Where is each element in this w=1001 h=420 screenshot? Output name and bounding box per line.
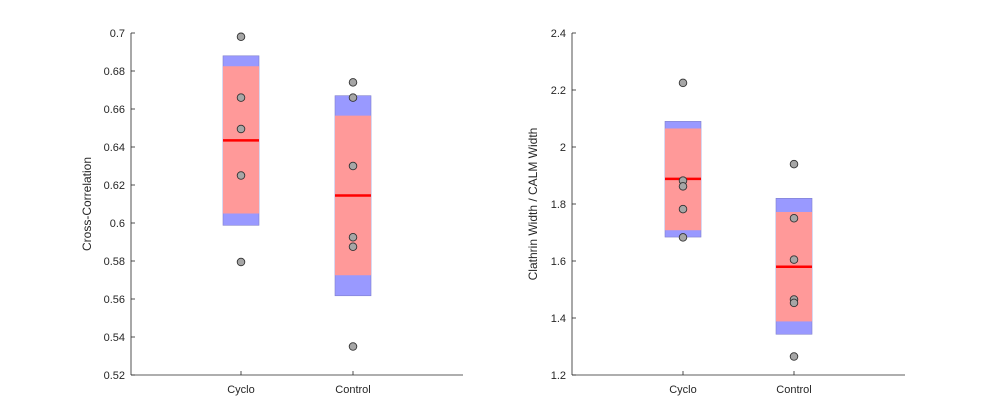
data-point [789,255,799,264]
y-tick-label: 0.66 [104,104,125,116]
y-tick-label: 0.54 [104,332,125,344]
y-tick-label: 0.64 [104,142,125,154]
data-point [678,182,688,191]
y-tick-label: 0.62 [104,180,125,192]
data-point [348,93,358,102]
x-tick-label: Cyclo [669,384,697,396]
y-tick-label: 1.8 [551,199,566,211]
y-tick-label: 2 [560,142,566,154]
left-y-axis-label: Cross-Correlation [80,157,94,251]
y-tick-label: 0.6 [110,218,125,230]
right-plot: Clathrin Width / CALM Width 1.2 1.4 1.6 1.8… [526,28,905,396]
data-point [348,78,358,87]
data-point [789,213,799,223]
data-point [678,233,688,242]
y-tick-label: 0.7 [110,28,125,40]
data-point [348,242,358,251]
data-point [789,298,799,308]
data-point [236,93,246,102]
x-tick-label: Cyclo [227,384,255,396]
box-cyclo [222,32,260,267]
data-point [348,232,358,242]
y-tick-label: 1.6 [551,256,566,268]
data-point [236,32,246,42]
y-tick-label: 0.68 [104,66,125,78]
box-control [775,159,813,361]
data-point [236,171,246,180]
y-tick-label: 1.4 [551,313,566,325]
x-tick-label: Control [335,384,370,396]
y-tick-label: 2.4 [551,28,566,40]
box-cyclo [664,78,702,242]
y-tick-label: 0.56 [104,294,125,306]
data-point [236,257,246,267]
data-point [348,342,358,351]
y-tick-label: 0.58 [104,256,125,268]
data-point [236,124,246,134]
data-point [789,352,799,361]
data-point [678,78,688,88]
y-tick-label: 1.2 [551,370,566,382]
right-y-axis-label: Clathrin Width / CALM Width [526,128,540,281]
y-tick-label: 0.52 [104,370,125,382]
left-plot: Cross-Correlation 0.52 0.54 0.56 0.58 0.6 0.6… [80,28,463,396]
data-point [678,204,688,214]
x-tick-label: Control [776,384,811,396]
data-point [789,159,799,169]
y-tick-label: 2.2 [551,85,566,97]
box-control [334,78,372,351]
data-point [348,161,358,171]
